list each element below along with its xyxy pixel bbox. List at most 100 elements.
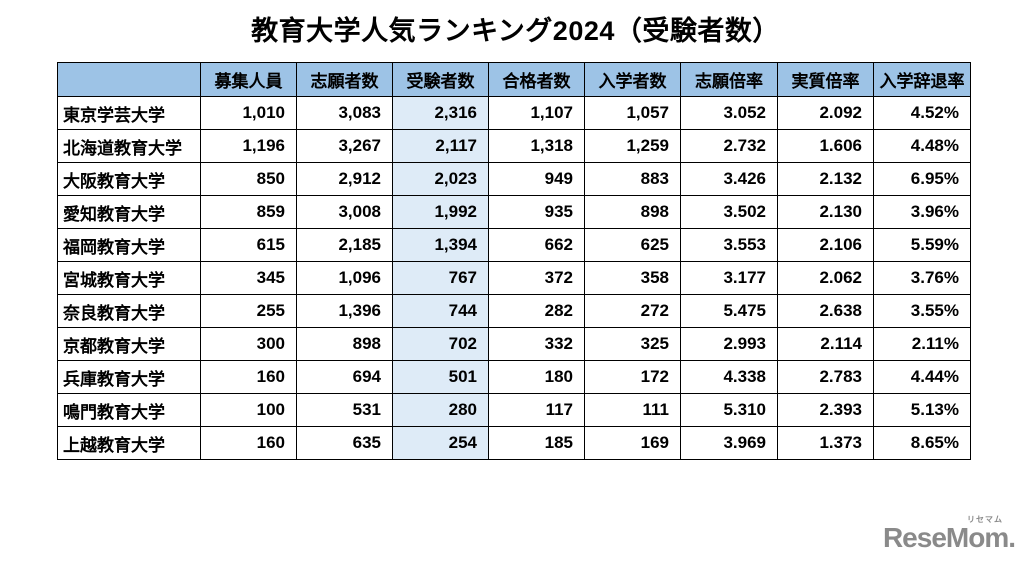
university-name: 大阪教育大学 <box>57 162 201 196</box>
university-name: 愛知教育大学 <box>57 195 201 229</box>
table-cell: 1,196 <box>200 129 297 163</box>
table-cell: 2.092 <box>777 96 874 130</box>
table-cell: 531 <box>296 393 393 427</box>
table-row: 京都教育大学 300 898 702 332 325 2.993 2.114 2.11% <box>57 327 971 361</box>
university-name: 兵庫教育大学 <box>57 360 201 394</box>
table-cell: 185 <box>488 426 585 460</box>
table-row: 鳴門教育大学 100 531 280 117 111 5.310 2.393 5.13% <box>57 393 971 427</box>
table-cell: 172 <box>584 360 681 394</box>
table-cell: 2,912 <box>296 162 393 196</box>
table-cell: 3.96% <box>873 195 971 229</box>
table-cell: 160 <box>200 360 297 394</box>
university-name: 宮城教育大学 <box>57 261 201 295</box>
table-row: 大阪教育大学 850 2,912 2,023 949 883 3.426 2.132 6.95… <box>57 162 971 196</box>
table-cell: 372 <box>488 261 585 295</box>
table-cell: 898 <box>584 195 681 229</box>
table-cell: 2.783 <box>777 360 874 394</box>
table-cell: 169 <box>584 426 681 460</box>
table-cell: 5.59% <box>873 228 971 262</box>
table-cell: 3,267 <box>296 129 393 163</box>
column-header-examinees: 受験者数 <box>392 62 489 97</box>
column-header-accepted: 合格者数 <box>488 62 585 97</box>
table-cell: 3.76% <box>873 261 971 295</box>
table-cell: 694 <box>296 360 393 394</box>
table-cell: 2,185 <box>296 228 393 262</box>
university-name: 福岡教育大学 <box>57 228 201 262</box>
table-cell: 1,318 <box>488 129 585 163</box>
table-cell: 1,096 <box>296 261 393 295</box>
table-cell: 4.48% <box>873 129 971 163</box>
table-cell: 744 <box>392 294 489 328</box>
table-cell: 501 <box>392 360 489 394</box>
column-header-enrolled: 入学者数 <box>584 62 681 97</box>
column-header-application-ratio: 志願倍率 <box>680 62 778 97</box>
table-cell: 615 <box>200 228 297 262</box>
table-cell: 1,107 <box>488 96 585 130</box>
table-cell: 1,992 <box>392 195 489 229</box>
table-cell: 325 <box>584 327 681 361</box>
table-cell: 5.475 <box>680 294 778 328</box>
table-cell: 4.44% <box>873 360 971 394</box>
table-cell: 332 <box>488 327 585 361</box>
table-cell: 3.502 <box>680 195 778 229</box>
table-cell: 1,057 <box>584 96 681 130</box>
table-cell: 160 <box>200 426 297 460</box>
column-header-applicants: 志願者数 <box>296 62 393 97</box>
table-cell: 5.13% <box>873 393 971 427</box>
table-cell: 100 <box>200 393 297 427</box>
table-cell: 1,259 <box>584 129 681 163</box>
table-cell: 345 <box>200 261 297 295</box>
table-cell: 702 <box>392 327 489 361</box>
table-cell: 2,316 <box>392 96 489 130</box>
table-cell: 625 <box>584 228 681 262</box>
university-name: 京都教育大学 <box>57 327 201 361</box>
university-name: 上越教育大学 <box>57 426 201 460</box>
table-cell: 4.52% <box>873 96 971 130</box>
column-header-actual-ratio: 実質倍率 <box>777 62 874 97</box>
table-cell: 3.052 <box>680 96 778 130</box>
table-cell: 635 <box>296 426 393 460</box>
table-cell: 3.55% <box>873 294 971 328</box>
table-cell: 6.95% <box>873 162 971 196</box>
university-name: 奈良教育大学 <box>57 294 201 328</box>
table-cell: 662 <box>488 228 585 262</box>
table-cell: 254 <box>392 426 489 460</box>
table-cell: 935 <box>488 195 585 229</box>
table-cell: 898 <box>296 327 393 361</box>
table-row: 宮城教育大学 345 1,096 767 372 358 3.177 2.062 3.76% <box>57 261 971 295</box>
table-cell: 272 <box>584 294 681 328</box>
table-cell: 3.177 <box>680 261 778 295</box>
table-cell: 2.114 <box>777 327 874 361</box>
table-cell: 1,394 <box>392 228 489 262</box>
table-row: 北海道教育大学 1,196 3,267 2,117 1,318 1,259 2.732 1.… <box>57 129 971 163</box>
ranking-table: 募集人員 志願者数 受験者数 合格者数 入学者数 志願倍率 実質倍率 入学辞退率… <box>57 62 971 460</box>
table-row: 東京学芸大学 1,010 3,083 2,316 1,107 1,057 3.052 2.0… <box>57 96 971 130</box>
table-cell: 883 <box>584 162 681 196</box>
table-cell: 280 <box>392 393 489 427</box>
table-cell: 300 <box>200 327 297 361</box>
page-title: 教育大学人気ランキング2024（受験者数） <box>251 16 780 46</box>
column-header-capacity: 募集人員 <box>200 62 297 97</box>
table-row: 兵庫教育大学 160 694 501 180 172 4.338 2.783 4.44% <box>57 360 971 394</box>
university-name: 東京学芸大学 <box>57 96 201 130</box>
table-cell: 2.132 <box>777 162 874 196</box>
table-cell: 1,396 <box>296 294 393 328</box>
table-cell: 2.062 <box>777 261 874 295</box>
table-cell: 2.393 <box>777 393 874 427</box>
table-row: 福岡教育大学 615 2,185 1,394 662 625 3.553 2.106 5.59… <box>57 228 971 262</box>
table-cell: 2.130 <box>777 195 874 229</box>
table-cell: 3,008 <box>296 195 393 229</box>
university-name: 鳴門教育大学 <box>57 393 201 427</box>
table-cell: 2.993 <box>680 327 778 361</box>
table-cell: 1,010 <box>200 96 297 130</box>
table-cell: 255 <box>200 294 297 328</box>
university-name: 北海道教育大学 <box>57 129 201 163</box>
table-cell: 1.373 <box>777 426 874 460</box>
table-cell: 180 <box>488 360 585 394</box>
resemom-logo-text: ReseMom. <box>882 522 1016 554</box>
resemom-logo: リセマム ReseMom. <box>882 515 1016 554</box>
table-cell: 1.606 <box>777 129 874 163</box>
table-row: 上越教育大学 160 635 254 185 169 3.969 1.373 8.65% <box>57 426 971 460</box>
table-cell: 282 <box>488 294 585 328</box>
table-header-row: 募集人員 志願者数 受験者数 合格者数 入学者数 志願倍率 実質倍率 入学辞退率 <box>57 62 971 97</box>
